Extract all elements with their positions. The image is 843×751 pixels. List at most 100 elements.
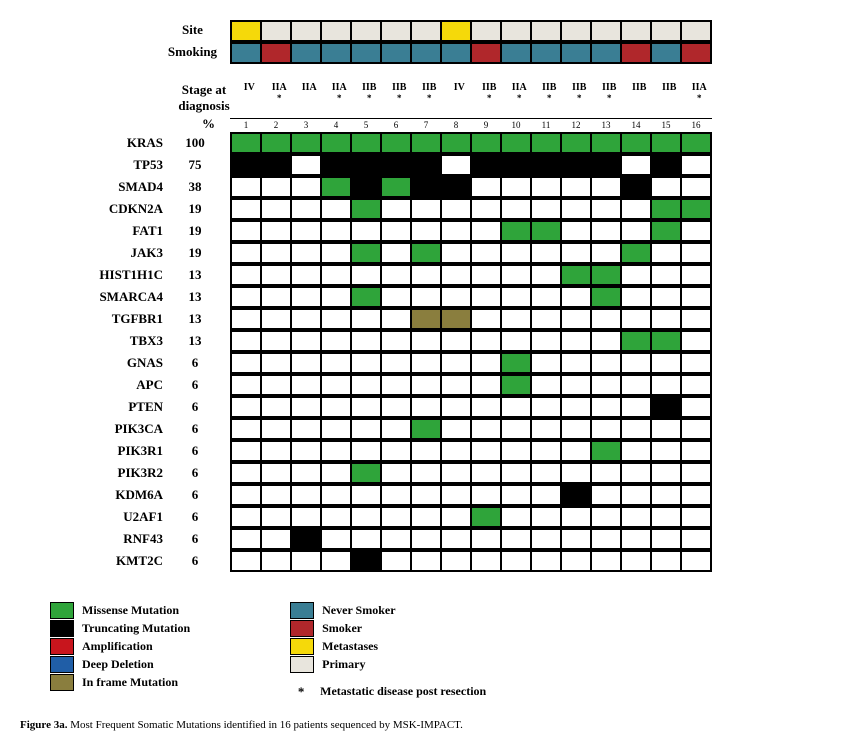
mutation-cell <box>680 374 712 396</box>
gene-row: GNAS6 <box>20 352 823 374</box>
mutation-cell <box>230 154 262 176</box>
mutation-cell <box>410 352 442 374</box>
smoking-label: Smoking <box>165 44 220 60</box>
mutation-cell <box>380 550 412 572</box>
mutation-cell <box>560 198 592 220</box>
mutation-cell <box>500 396 532 418</box>
smoking-cell <box>410 42 442 64</box>
mutation-cell <box>380 264 412 286</box>
oncoprint-figure: Site Smoking Stage at diagnosis IV IIA*I… <box>20 20 823 731</box>
patient-id-cell: 6 <box>380 118 412 130</box>
mutation-cell <box>560 176 592 198</box>
mutation-cell <box>590 264 622 286</box>
mutation-cell <box>320 308 352 330</box>
patient-id-cell: 7 <box>410 118 442 130</box>
patient-id-row: 12345678910111213141516 <box>230 118 823 130</box>
mutation-cell <box>470 550 502 572</box>
mutation-cell <box>500 506 532 528</box>
mutation-cell <box>500 528 532 550</box>
mutation-cell <box>680 506 712 528</box>
mutation-cell <box>290 352 322 374</box>
stage-cell: IIB* <box>563 82 595 104</box>
gene-row: PIK3R16 <box>20 440 823 462</box>
mutation-cell <box>290 440 322 462</box>
mutation-cell <box>650 528 682 550</box>
mutation-cell <box>260 550 292 572</box>
mutation-cell <box>350 374 382 396</box>
legend-label: Metastases <box>322 639 378 654</box>
mutation-cell <box>260 220 292 242</box>
mutation-cell <box>380 396 412 418</box>
gene-row: TBX313 <box>20 330 823 352</box>
mutation-cell <box>620 198 652 220</box>
mutation-cell <box>410 330 442 352</box>
site-cell <box>320 20 352 42</box>
gene-percent: 6 <box>175 462 215 484</box>
mutation-cell <box>440 176 472 198</box>
site-cell <box>380 20 412 42</box>
stage-cell: IIB <box>653 82 685 104</box>
mutation-cell <box>590 418 622 440</box>
gene-percent: 6 <box>175 440 215 462</box>
mutation-cell <box>230 352 262 374</box>
mutation-cell <box>380 462 412 484</box>
gene-row: KMT2C6 <box>20 550 823 572</box>
mutation-cell <box>230 330 262 352</box>
mutation-cell <box>500 550 532 572</box>
mutation-cell <box>410 308 442 330</box>
mutation-cell <box>530 220 562 242</box>
mutation-cell <box>530 506 562 528</box>
legend-label: Never Smoker <box>322 603 395 618</box>
mutation-cell <box>320 154 352 176</box>
smoking-cell <box>500 42 532 64</box>
site-cell <box>290 20 322 42</box>
mutation-cell <box>500 374 532 396</box>
mutation-cell <box>470 132 502 154</box>
mutation-cell <box>440 286 472 308</box>
gene-row: FAT119 <box>20 220 823 242</box>
mutation-cell <box>350 220 382 242</box>
mutation-cell <box>380 374 412 396</box>
mutation-cell <box>470 242 502 264</box>
mutation-cell <box>290 242 322 264</box>
mutation-cell <box>620 418 652 440</box>
mutation-cell <box>500 286 532 308</box>
mutation-cell <box>290 506 322 528</box>
legend-label: Smoker <box>322 621 362 636</box>
legend-item: Never Smoker <box>290 602 486 619</box>
mutation-cell <box>440 220 472 242</box>
mutation-cell <box>500 440 532 462</box>
mutation-cell <box>590 506 622 528</box>
patient-id-cell: 14 <box>620 118 652 130</box>
mutation-cell <box>650 440 682 462</box>
mutation-cell <box>470 286 502 308</box>
mutation-cell <box>530 374 562 396</box>
stage-cells: IV IIA*IIA IIA*IIB*IIB*IIB*IV IIB*IIA*II… <box>233 82 713 104</box>
mutation-cell <box>620 396 652 418</box>
mutation-cell <box>440 308 472 330</box>
mutation-cell <box>470 220 502 242</box>
gene-percent: 13 <box>175 286 215 308</box>
mutation-cell <box>590 176 622 198</box>
gene-percent: 13 <box>175 330 215 352</box>
legend-item: Metastases <box>290 638 486 655</box>
patient-id-cell: 3 <box>290 118 322 130</box>
mutation-cell <box>410 528 442 550</box>
stage-cell: IIA* <box>503 82 535 104</box>
mutation-cell <box>260 132 292 154</box>
legend-swatch <box>50 674 74 691</box>
stage-cell: IIB* <box>533 82 565 104</box>
stage-cell: IIB* <box>353 82 385 104</box>
mutation-cell <box>470 462 502 484</box>
mutation-cell <box>560 220 592 242</box>
mutation-cell <box>620 374 652 396</box>
mutation-cell <box>680 264 712 286</box>
smoking-cell <box>590 42 622 64</box>
mutation-cell <box>680 484 712 506</box>
mutation-cell <box>290 176 322 198</box>
gene-name: PIK3CA <box>20 418 175 440</box>
gene-name: HIST1H1C <box>20 264 175 286</box>
mutation-cell <box>530 550 562 572</box>
mutation-cell <box>470 484 502 506</box>
mutation-cell <box>260 440 292 462</box>
